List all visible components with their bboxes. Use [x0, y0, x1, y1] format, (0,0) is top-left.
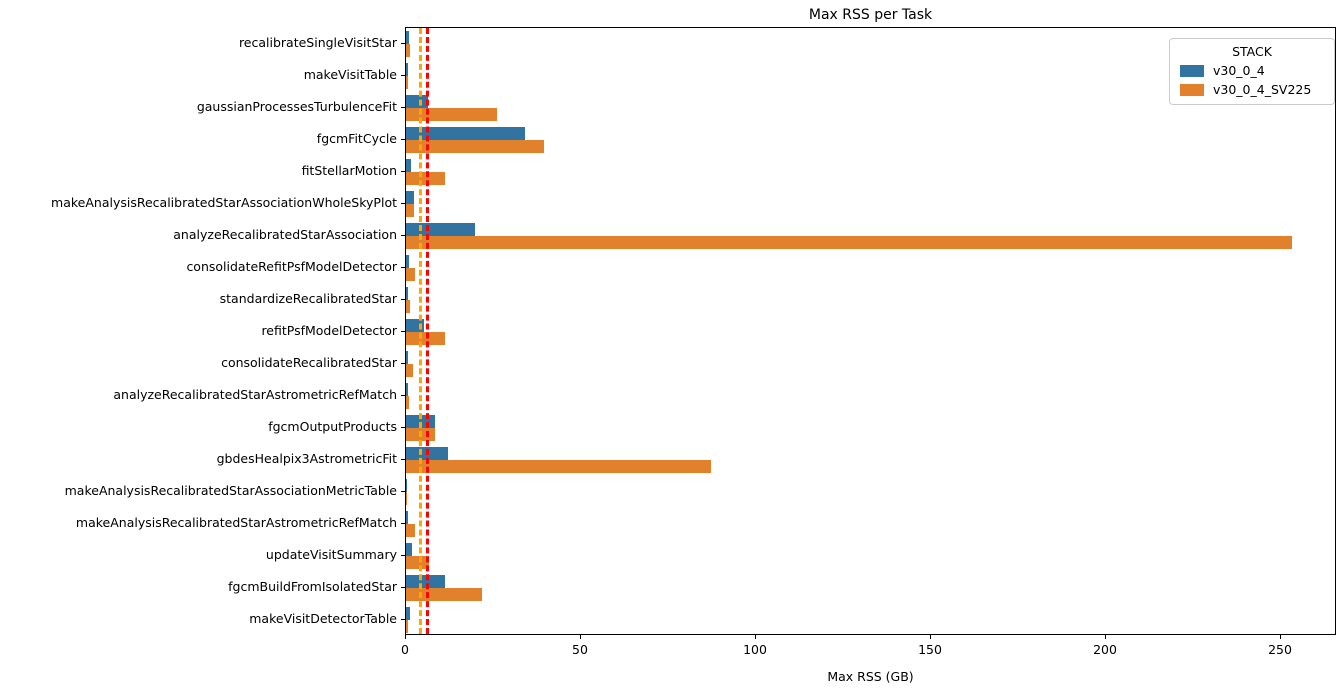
- bar-v30_0_4: [406, 511, 409, 524]
- chart-title: Max RSS per Task: [808, 7, 933, 23]
- bar-v30_0_4: [406, 223, 475, 236]
- x-tick-label: 150: [918, 642, 942, 657]
- y-tick-mark: [401, 554, 405, 556]
- y-tick-label: recalibrateSingleVisitStar: [238, 35, 397, 50]
- y-tick-label: gbdesHealpix3AstrometricFit: [216, 451, 397, 466]
- y-tick-mark: [401, 586, 405, 588]
- bar-v30_0_4_SV225: [406, 588, 482, 601]
- x-tick-mark: [1279, 635, 1281, 639]
- y-tick-mark: [401, 522, 405, 524]
- y-tick-mark: [401, 362, 405, 364]
- bar-v30_0_4_SV225: [406, 268, 415, 281]
- bar-v30_0_4_SV225: [406, 300, 410, 313]
- y-tick-label: consolidateRefitPsfModelDetector: [186, 259, 397, 274]
- y-tick-label: makeVisitTable: [303, 67, 397, 82]
- bar-v30_0_4_SV225: [406, 140, 545, 153]
- y-tick-label: makeAnalysisRecalibratedStarAssociationW…: [51, 195, 397, 210]
- legend-swatch-icon: [1180, 64, 1204, 77]
- y-tick-mark: [401, 618, 405, 620]
- bar-v30_0_4_SV225: [406, 364, 414, 377]
- x-tick-label: 0: [401, 642, 409, 657]
- bar-v30_0_4_SV225: [406, 556, 430, 569]
- legend-label: v30_0_4: [1213, 63, 1265, 78]
- reference-vline: [418, 28, 422, 634]
- x-tick-mark: [754, 635, 756, 639]
- y-tick-mark: [401, 458, 405, 460]
- bar-v30_0_4_SV225: [406, 396, 409, 409]
- legend: STACK v30_0_4 v30_0_4_SV225: [1169, 38, 1335, 105]
- legend-entry: v30_0_4_SV225: [1180, 82, 1324, 97]
- legend-entry: v30_0_4: [1180, 63, 1324, 78]
- x-tick-label: 200: [1093, 642, 1117, 657]
- bar-v30_0_4_SV225: [406, 492, 408, 505]
- bar-v30_0_4_SV225: [406, 332, 445, 345]
- bar-v30_0_4: [406, 607, 410, 620]
- y-tick-label: fitStellarMotion: [301, 163, 397, 178]
- bar-v30_0_4_SV225: [406, 204, 414, 217]
- x-axis-label: Max RSS (GB): [827, 669, 914, 684]
- y-tick-label: fgcmFitCycle: [316, 131, 397, 146]
- y-tick-label: makeVisitDetectorTable: [249, 611, 397, 626]
- bar-v30_0_4_SV225: [406, 76, 409, 89]
- reference-vline: [425, 28, 429, 634]
- y-tick-mark: [401, 234, 405, 236]
- legend-entries: v30_0_4 v30_0_4_SV225: [1180, 63, 1324, 97]
- y-tick-label: standardizeRecalibratedStar: [219, 291, 397, 306]
- bar-v30_0_4: [406, 63, 408, 76]
- y-tick-mark: [401, 330, 405, 332]
- bar-v30_0_4: [406, 255, 410, 268]
- bar-v30_0_4_SV225: [406, 524, 416, 537]
- bar-v30_0_4: [406, 159, 411, 172]
- x-tick-label: 50: [572, 642, 588, 657]
- x-tick-mark: [579, 635, 581, 639]
- bar-v30_0_4_SV225: [406, 44, 411, 57]
- bar-v30_0_4_SV225: [406, 620, 409, 633]
- x-tick-mark: [1104, 635, 1106, 639]
- y-tick-mark: [401, 138, 405, 140]
- y-tick-label: makeAnalysisRecalibratedStarAstrometricR…: [75, 515, 397, 530]
- x-tick-label: 100: [743, 642, 767, 657]
- bar-v30_0_4: [406, 127, 525, 140]
- bar-v30_0_4: [406, 31, 410, 44]
- bar-v30_0_4: [406, 191, 415, 204]
- y-tick-label: consolidateRecalibratedStar: [221, 355, 397, 370]
- bar-v30_0_4: [406, 383, 409, 396]
- y-tick-mark: [401, 106, 405, 108]
- legend-swatch-icon: [1180, 83, 1204, 96]
- y-tick-label: analyzeRecalibratedStarAstrometricRefMat…: [113, 387, 397, 402]
- bar-v30_0_4: [406, 95, 429, 108]
- y-tick-label: analyzeRecalibratedStarAssociation: [173, 227, 397, 242]
- x-tick-mark: [404, 635, 406, 639]
- bar-v30_0_4_SV225: [406, 236, 1292, 249]
- legend-label: v30_0_4_SV225: [1213, 82, 1312, 97]
- y-tick-mark: [401, 298, 405, 300]
- y-tick-label: refitPsfModelDetector: [261, 323, 397, 338]
- y-tick-mark: [401, 170, 405, 172]
- y-tick-label: gaussianProcessesTurbulenceFit: [196, 99, 397, 114]
- bar-v30_0_4: [406, 479, 408, 492]
- y-tick-mark: [401, 74, 405, 76]
- y-tick-mark: [401, 42, 405, 44]
- y-tick-label: fgcmOutputProducts: [268, 419, 397, 434]
- y-tick-mark: [401, 266, 405, 268]
- bar-v30_0_4: [406, 543, 412, 556]
- bar-v30_0_4_SV225: [406, 172, 445, 185]
- bar-v30_0_4_SV225: [406, 108, 497, 121]
- x-tick-label: 250: [1268, 642, 1292, 657]
- y-tick-mark: [401, 426, 405, 428]
- y-tick-label: updateVisitSummary: [265, 547, 397, 562]
- legend-title: STACK: [1232, 44, 1272, 59]
- y-tick-label: makeAnalysisRecalibratedStarAssociationM…: [64, 483, 397, 498]
- x-tick-mark: [929, 635, 931, 639]
- plot-area: STACK v30_0_4 v30_0_4_SV225: [405, 27, 1336, 635]
- y-tick-label: fgcmBuildFromIsolatedStar: [228, 579, 397, 594]
- y-tick-mark: [401, 202, 405, 204]
- bar-v30_0_4: [406, 351, 409, 364]
- bar-v30_0_4_SV225: [406, 460, 711, 473]
- y-tick-mark: [401, 490, 405, 492]
- bar-v30_0_4: [406, 287, 409, 300]
- y-tick-mark: [401, 394, 405, 396]
